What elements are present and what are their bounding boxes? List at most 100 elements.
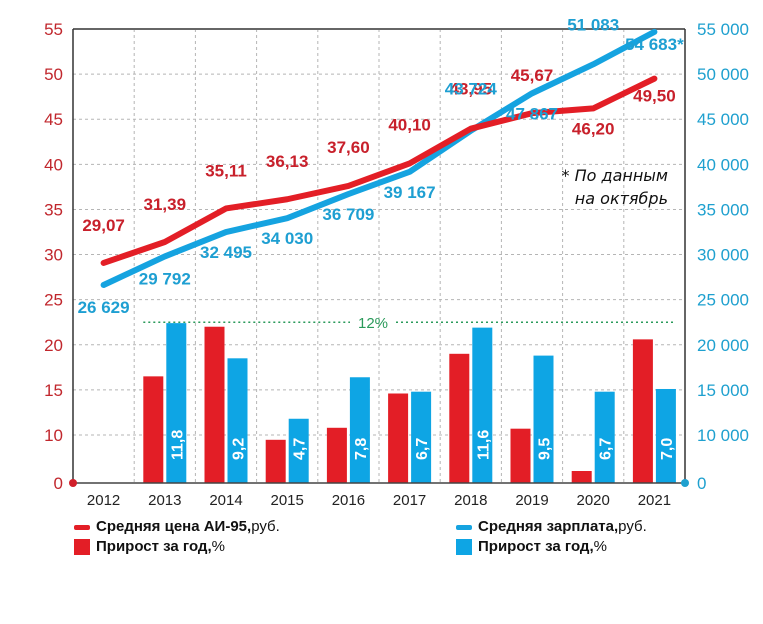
legend-swatch-box	[456, 539, 472, 555]
bar-fuel-growth	[571, 471, 592, 483]
bar-label: 11,6	[475, 430, 492, 460]
bar-fuel-growth	[265, 439, 286, 483]
reference-line-group: 12%	[143, 315, 676, 332]
left-axis-tick: 35	[44, 200, 63, 219]
bar-salary-growth	[655, 388, 676, 483]
left-axis-tick: 25	[44, 291, 63, 310]
legend-label-unit: руб.	[251, 518, 280, 535]
right-axis-tick: 50 000	[697, 65, 749, 84]
salary-label: 51 083	[567, 15, 619, 34]
x-axis-tick: 2021	[638, 492, 671, 509]
bar-label: 6,7	[598, 438, 615, 460]
bar-label: 6,7	[414, 438, 431, 460]
legend-item-fuel-price: Средняя цена АИ-95, руб.	[74, 517, 280, 537]
salary-label: 47 867	[506, 104, 558, 123]
legend-label-unit: %	[593, 538, 607, 555]
bar-salary-growth	[227, 358, 248, 483]
bar-label: 9,2	[231, 438, 248, 460]
right-axis-tick: 25 000	[697, 291, 749, 310]
bar-salary-growth	[411, 391, 432, 483]
legend-label-unit: руб.	[618, 518, 647, 535]
right-axis-tick: 55 000	[697, 20, 749, 39]
legend-label-bold: Прирост за год,	[96, 538, 212, 555]
left-axis-tick: 15	[44, 381, 63, 400]
right-axis-tick: 15 000	[697, 381, 749, 400]
bar-label: 7,8	[353, 438, 370, 460]
right-axis-tick: 20 000	[697, 336, 749, 355]
footnote: * По данным на октябрь	[562, 166, 668, 208]
bar-salary-growth	[288, 418, 309, 483]
bar-label: 11,8	[169, 430, 186, 460]
fuel-price-label: 37,60	[327, 138, 370, 157]
legend-label-unit: %	[211, 538, 225, 555]
bar-fuel-growth	[143, 376, 164, 483]
plot-frame	[69, 28, 689, 487]
x-axis-tick: 2018	[454, 492, 487, 509]
lines	[100, 28, 658, 288]
bar-label: 4,7	[292, 438, 309, 460]
bar-fuel-growth	[449, 353, 470, 483]
x-axis-tick: 2020	[577, 492, 610, 509]
fuel-price-label: 31,39	[144, 195, 187, 214]
bar-label: 9,5	[537, 438, 554, 460]
right-axis-tick: 30 000	[697, 246, 749, 265]
bar-label: 7,0	[659, 438, 676, 460]
footnote-line-1: * По данным	[562, 166, 668, 185]
left-axis-origin-dot	[69, 479, 77, 487]
line-fuel-price	[100, 75, 658, 266]
legend-swatch-box	[74, 539, 90, 555]
x-axis-tick: 2015	[271, 492, 304, 509]
x-axis-tick: 2014	[209, 492, 242, 509]
legend-swatch-line	[456, 524, 472, 530]
legend-item-salary-growth: Прирост за год, %	[456, 537, 647, 557]
legend-label-bold: Средняя зарплата,	[478, 518, 619, 535]
bar-salary-growth	[533, 355, 554, 483]
legend-left: Средняя цена АИ-95, руб. Прирост за год,…	[74, 517, 280, 557]
bars: 11,8 9,2 4,7 7,8 6,7 11,6 9,5 6,7 7,0	[143, 323, 676, 483]
bar-salary-growth	[472, 327, 493, 483]
left-axis-tick: 40	[44, 155, 63, 174]
left-axis-tick: 50	[44, 65, 63, 84]
bar-fuel-growth	[388, 393, 409, 483]
x-axis-tick: 2016	[332, 492, 365, 509]
legend-right: Средняя зарплата, руб. Прирост за год, %	[456, 517, 647, 557]
x-axis-tick: 2017	[393, 492, 426, 509]
fuel-price-label: 29,07	[82, 216, 125, 235]
data-labels: 29,07 31,39 35,11 36,13 37,60 40,10 43,95 45,67…	[78, 15, 684, 317]
x-axis-tick: 2019	[515, 492, 548, 509]
right-axis-tick: 45 000	[697, 110, 749, 129]
line-salary	[100, 28, 658, 288]
left-axis-tick: 10	[44, 426, 63, 445]
salary-label: 43 724	[445, 80, 498, 99]
salary-label: 29 792	[139, 269, 191, 288]
fuel-price-label: 36,13	[266, 152, 309, 171]
right-axis-origin-dot	[681, 479, 689, 487]
fuel-price-label: 45,67	[511, 66, 554, 85]
reference-line-label: 12%	[358, 315, 388, 332]
bar-fuel-growth	[326, 427, 347, 483]
x-axis-tick: 2012	[87, 492, 120, 509]
salary-label: 26 629	[78, 298, 130, 317]
x-axis-tick: 2013	[148, 492, 181, 509]
bar-salary-growth	[594, 391, 615, 483]
right-axis-tick: 10 000	[697, 426, 749, 445]
right-axis-tick: 35 000	[697, 200, 749, 219]
bar-fuel-growth	[632, 339, 653, 483]
fuel-price-label: 49,50	[633, 87, 676, 106]
fuel-price-label: 40,10	[388, 115, 431, 134]
left-axis-tick: 20	[44, 336, 63, 355]
legend-item-salary: Средняя зарплата, руб.	[456, 517, 647, 537]
footnote-line-2: на октябрь	[575, 189, 668, 208]
bar-salary-growth	[349, 377, 370, 483]
left-axis-tick: 45	[44, 110, 63, 129]
fuel-price-label: 43,95	[450, 80, 493, 99]
salary-label: 36 709	[322, 205, 374, 224]
legend-label-bold: Прирост за год,	[478, 538, 594, 555]
bar-fuel-growth	[204, 326, 225, 483]
salary-label: 34 030	[261, 229, 313, 248]
legend-swatch-line	[74, 524, 90, 530]
legend-label-bold: Средняя цена АИ-95,	[96, 518, 252, 535]
legend-item-fuel-growth: Прирост за год, %	[74, 537, 280, 557]
bar-salary-growth	[166, 323, 187, 483]
